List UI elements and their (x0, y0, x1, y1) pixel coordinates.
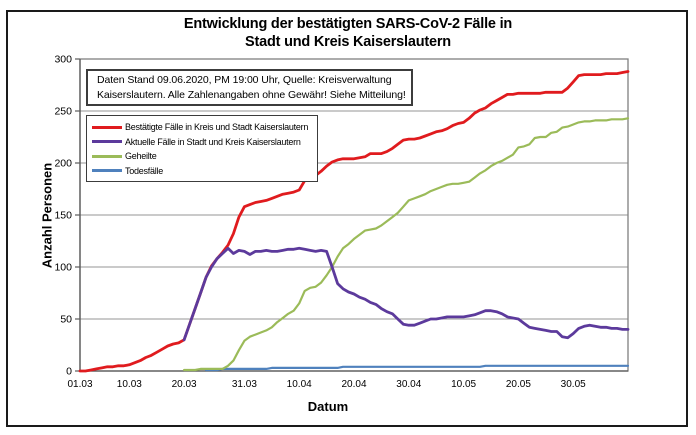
legend-line-swatch-purple (92, 140, 122, 144)
x-tick-label: 10.05 (451, 379, 476, 390)
x-tick-label: 20.03 (172, 379, 197, 390)
x-tick-label: 10.04 (287, 379, 312, 390)
annotation-line2: Kaiserslautern. Alle Zahlenangaben ohne … (97, 89, 406, 101)
legend-line-swatch-red (92, 125, 122, 129)
legend-item-geheilte: Geheilte (92, 149, 315, 164)
legend-box: Bestätigte Fälle in Kreis und Stadt Kais… (86, 115, 318, 182)
series-line-geheilte (183, 117, 630, 372)
legend-line-swatch-blue (92, 169, 122, 173)
legend-label: Aktuelle Fälle in Stadt und Kreis Kaiser… (125, 136, 301, 147)
y-tick-label: 50 (60, 314, 72, 326)
x-tick-label: 31.03 (232, 379, 257, 390)
annotation-line1: Daten Stand 09.06.2020, PM 19:00 Uhr, Qu… (97, 74, 392, 86)
y-tick-label: 0 (66, 366, 72, 378)
y-tick-label: 100 (54, 262, 72, 274)
chart-title: Entwicklung der bestätigten SARS-CoV-2 F… (0, 15, 696, 51)
series-line-todesfaelle (204, 364, 630, 372)
x-tick-label: 20.04 (341, 379, 366, 390)
x-axis-title: Datum (307, 399, 349, 414)
series-line-aktuelle (182, 246, 630, 342)
legend-item-todesfaelle: Todesfälle (92, 164, 315, 179)
x-tick-label: 30.04 (396, 379, 421, 390)
y-axis-title: Anzahl Personen (39, 162, 55, 269)
y-tick-label: 300 (54, 54, 72, 66)
legend-label: Geheilte (125, 151, 157, 162)
chart-title-line1: Entwicklung der bestätigten SARS-CoV-2 F… (183, 16, 513, 32)
y-tick-label: 200 (54, 158, 72, 170)
legend-label: Todesfälle (125, 165, 164, 176)
legend-line-swatch-green (92, 154, 122, 158)
x-tick-label: 20.05 (506, 379, 531, 390)
legend-item-bestaetigte: Bestätigte Fälle in Kreis und Stadt Kais… (92, 120, 315, 135)
annotation-box: Daten Stand 09.06.2020, PM 19:00 Uhr, Qu… (86, 69, 413, 106)
chart-title-line2: Stadt und Kreis Kaiserslautern (245, 34, 451, 50)
y-tick-label: 150 (54, 210, 72, 222)
legend-label: Bestätigte Fälle in Kreis und Stadt Kais… (125, 122, 309, 133)
y-tick-label: 250 (54, 106, 72, 118)
x-tick-label: 30.05 (561, 379, 586, 390)
legend-item-aktuelle: Aktuelle Fälle in Stadt und Kreis Kaiser… (92, 135, 315, 150)
x-tick-label: 10.03 (117, 379, 142, 390)
x-tick-label: 01.03 (67, 379, 92, 390)
series-line-bestaetigte (78, 70, 630, 373)
